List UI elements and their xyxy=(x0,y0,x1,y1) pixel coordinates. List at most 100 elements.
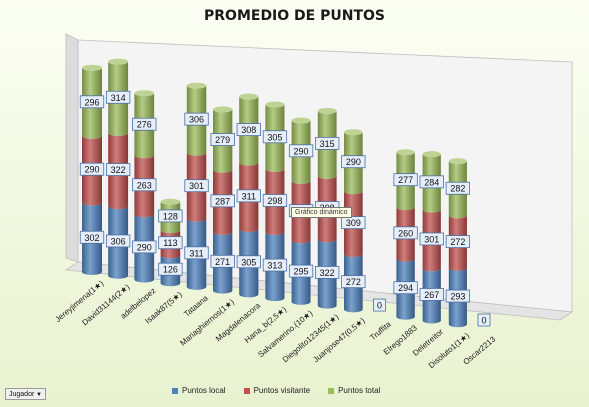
side-wall xyxy=(65,33,79,263)
data-label-box xyxy=(79,162,105,176)
bar-cap-cat-7 xyxy=(265,101,285,108)
data-label-box xyxy=(210,133,235,146)
data-label-cat-6-series-2: 308 xyxy=(241,125,256,135)
data-label-box xyxy=(341,275,366,289)
data-label-box xyxy=(419,175,444,189)
data-label-box xyxy=(184,112,209,126)
data-label-cat-3-series-0: 126 xyxy=(163,265,178,275)
data-label-cat-1-series-1: 322 xyxy=(111,165,126,175)
jugador-field-button[interactable]: Jugador ▼ xyxy=(5,388,46,400)
data-label-cat-6-series-1: 311 xyxy=(242,191,256,201)
bar-cap-cat-8 xyxy=(291,117,311,124)
data-label-box xyxy=(132,178,157,192)
data-label-box xyxy=(184,246,209,260)
data-label-box xyxy=(419,288,444,301)
data-label-cat-9-series-0: 322 xyxy=(320,268,335,278)
data-label-cat-4-series-1: 301 xyxy=(189,181,204,191)
bar-cap-cat-2 xyxy=(134,90,155,97)
bar-cap-cat-3 xyxy=(160,198,181,205)
bar-cap-cat-12 xyxy=(396,149,415,156)
legend-item-series-1: Puntos visitante xyxy=(243,386,311,395)
tick-label-cat-8: Salvamerino.(10★) xyxy=(256,308,314,359)
legend-item-series-0: Puntos local xyxy=(172,386,226,395)
chevron-down-icon: ▼ xyxy=(36,392,42,398)
data-label-cat-5-series-1: 287 xyxy=(215,196,230,206)
tooltip: Gráfico dinámico xyxy=(291,207,352,218)
data-label-box xyxy=(445,289,471,303)
legend: Puntos local Puntos visitante Puntos total xyxy=(172,386,380,395)
data-label-box xyxy=(262,130,288,144)
bar-cap-cat-13 xyxy=(422,151,441,158)
legend-label: Puntos local xyxy=(182,386,226,395)
data-label-box xyxy=(341,155,366,169)
data-label-cat-1-series-2: 314 xyxy=(111,93,126,103)
legend-swatch xyxy=(328,387,335,394)
data-label-box xyxy=(210,194,235,208)
tick-label-cat-11: Truffita xyxy=(368,319,393,342)
data-label-box xyxy=(288,144,314,158)
tick-label-cat-5: Mariaghiernos(1★) xyxy=(178,297,236,348)
data-label-cat-7-series-0: 313 xyxy=(267,261,282,271)
data-label-cat-10-series-2: 290 xyxy=(346,157,361,167)
data-label-cat-11-total: 0 xyxy=(377,301,382,311)
data-label-box xyxy=(262,194,288,207)
bar-cap-cat-10 xyxy=(344,129,363,136)
legend-label: Puntos visitante xyxy=(253,386,311,395)
data-label-box xyxy=(105,90,131,104)
data-label-box xyxy=(79,230,105,244)
data-label-cat-14-series-2: 282 xyxy=(450,184,465,194)
data-label-cat-3-series-1: 113 xyxy=(163,238,177,248)
data-label-cat-7-series-2: 305 xyxy=(267,132,282,142)
bar-cap-cat-14 xyxy=(448,158,467,165)
data-label-cat-13-series-0: 267 xyxy=(424,290,439,300)
data-label-cat-2-series-0: 290 xyxy=(137,242,152,252)
bar-cap-cat-1 xyxy=(108,58,129,65)
data-label-cat-3-series-2: 128 xyxy=(163,211,178,221)
data-label-cat-8-series-2: 290 xyxy=(294,146,309,156)
data-label-cat-12-series-1: 260 xyxy=(398,228,413,238)
data-label-cat-0-series-2: 296 xyxy=(84,97,99,107)
data-label-box xyxy=(373,298,386,312)
data-label-cat-4-series-0: 311 xyxy=(189,248,203,258)
bar-cap-cat-6 xyxy=(239,93,259,100)
data-label-cat-5-series-2: 279 xyxy=(215,135,230,145)
data-label-box xyxy=(419,232,444,246)
data-label-box xyxy=(158,209,183,223)
data-label-cat-4-series-2: 306 xyxy=(189,115,204,125)
data-label-box xyxy=(315,136,340,150)
data-label-cat-0-series-1: 290 xyxy=(84,165,99,175)
data-label-cat-14-series-1: 272 xyxy=(450,237,465,247)
data-label-box xyxy=(262,258,288,272)
data-label-box xyxy=(393,226,418,240)
data-label-box xyxy=(315,266,340,279)
data-label-box xyxy=(158,262,183,276)
data-label-cat-9-series-2: 315 xyxy=(320,139,335,149)
data-label-cat-7-series-1: 298 xyxy=(267,196,282,206)
data-label-box xyxy=(288,264,314,278)
data-label-cat-5-series-0: 271 xyxy=(215,257,230,267)
data-label-cat-10-series-0: 272 xyxy=(346,277,361,287)
data-label-box xyxy=(445,235,471,249)
bar-cap-cat-0 xyxy=(82,64,102,71)
data-label-cat-14-series-0: 293 xyxy=(450,292,465,302)
data-label-box xyxy=(132,240,157,254)
data-label-cat-13-series-1: 301 xyxy=(424,234,439,244)
tick-label-cat-9: Diegolito12345(1★) xyxy=(281,312,341,364)
data-label-cat-6-series-0: 305 xyxy=(241,257,256,267)
data-label-box xyxy=(210,254,235,268)
data-label-box xyxy=(105,234,131,248)
data-label-cat-0-series-0: 302 xyxy=(84,233,99,243)
tick-label-cat-4: Tataana xyxy=(182,293,210,319)
data-label-cat-2-series-2: 276 xyxy=(137,120,152,130)
chart-title: PROMEDIO DE PUNTOS xyxy=(204,8,385,24)
data-labels: 302 290 296 306 322 314 290 263 276 126 113 128 311 3… xyxy=(79,90,491,327)
field-button-label: Jugador xyxy=(9,391,35,398)
data-label-box xyxy=(393,173,418,187)
data-label-cat-1-series-0: 306 xyxy=(111,236,126,246)
legend-item-series-2: Puntos total xyxy=(328,386,380,395)
data-label-cat-13-series-2: 284 xyxy=(424,177,439,187)
data-label-cat-8-series-0: 295 xyxy=(294,267,309,277)
data-label-box xyxy=(341,216,366,230)
